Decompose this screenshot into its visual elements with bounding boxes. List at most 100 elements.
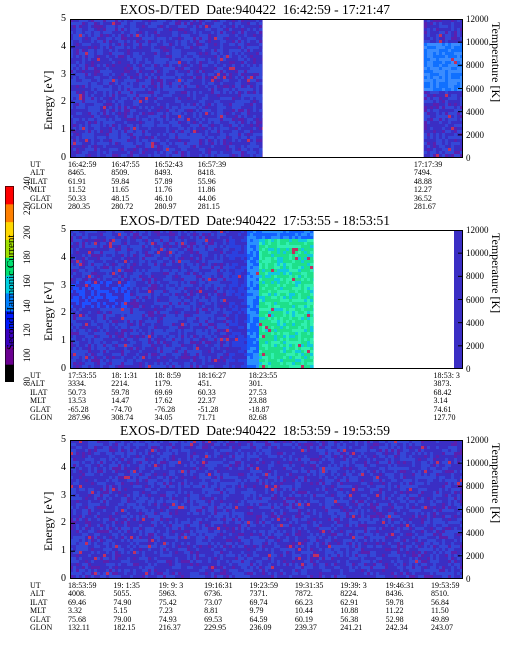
ephemeris-row-labels: UT ALT ILAT MLT GLAT GLON [30,581,53,633]
ephemeris-column: 19:39: 3 8224. 62.91 10.88 56.38 241.21 [340,581,367,633]
panel3-y2label: Temperature [K] [489,443,503,524]
colorbar-tick-label: 220 [22,201,32,215]
colorbar [5,186,14,382]
y2tick-label: 0 [466,574,471,584]
y2tick-label: 2000 [466,340,484,351]
ytick-label: 1 [61,545,66,557]
colorbar-tick-label: 200 [22,225,32,240]
heatmap-cells [70,230,316,369]
y2tick-label: 10000 [466,458,489,469]
ephemeris-column: 18: 1:31 2214. 59.78 14.47 -74.70 308.74 [111,371,138,423]
colorbar-tick-label: 240 [22,176,32,191]
panel1-y2label: Temperature [K] [489,22,503,103]
ytick-label: 1 [61,335,66,347]
colorbar-svg [5,186,14,382]
colorbar-swatch [5,364,14,382]
data-gap [313,230,463,369]
ephemeris-column: 19:31:35 7872. 66.23 10.44 60.19 239.37 [294,581,324,633]
panel3-title: EXOS-D/TED Date:940422 18:53:59 - 19:53:… [120,423,390,438]
ytick-label: 0 [61,363,66,374]
y2tick-label: 10000 [466,37,489,48]
y2tick-label: 4000 [466,527,484,538]
ytick-label: 2 [61,96,66,108]
panel1-heatmap [70,19,463,158]
ephemeris-column: 19:46:31 8436. 59.78 11.22 52.98 242.34 [385,581,415,633]
ephemeris-row-labels: UT ALT ILAT MLT GLAT GLON [30,160,53,212]
ephemeris-column: 17:17:39 7494. 48.88 12.27 36.52 281.67 [413,160,443,212]
ephemeris-row-labels: UT ALT ILAT MLT GLAT GLON [30,371,53,423]
panel3-heatmap-svg [70,440,463,579]
ephemeris-column: 16:57:39 8418. 55.96 11.86 44.06 281.15 [197,160,227,212]
colorbar-tick-label: 140 [22,299,32,313]
colorbar-swatch [5,346,14,365]
y2tick-label: 8000 [466,481,484,492]
colorbar-tick-label: 160 [22,274,32,289]
ytick-label: 2 [61,307,66,319]
y2tick-label: 6000 [466,504,484,515]
y2tick-label: 6000 [466,294,484,305]
y2tick-label: 4000 [466,106,484,117]
ephemeris-column: 19:23:59 7371. 69.74 9.79 64.59 236.09 [249,581,278,633]
ephemeris-column: 16:47:55 8509. 59.84 11.65 48.15 280.72 [111,160,140,212]
y2tick-label: 0 [466,153,471,163]
panel2-heatmap-svg [70,230,463,369]
colorbar-swatch [5,275,14,294]
y2tick-label: 10000 [466,248,489,259]
ytick-label: 4 [61,251,66,263]
ytick-label: 5 [61,224,66,235]
ephemeris-column: 19: 1:35 5055. 74.90 5.15 79.00 182.15 [113,581,140,633]
y2tick-label: 6000 [466,83,484,94]
panel1-title: EXOS-D/TED Date:940422 16:42:59 - 17:21:… [120,2,390,17]
colorbar-swatch [5,221,14,240]
y2tick-label: 2000 [466,550,484,561]
y2tick-label: 12000 [466,225,489,235]
colorbar-frame [5,186,14,382]
colorbar-tick-label: 120 [22,323,32,338]
ephemeris-column: 17:53:55 3334. 50.73 13.53 -65.28 287.96 [68,371,97,423]
ytick-label: 3 [61,489,66,501]
panel2-heatmap [70,230,463,369]
ephemeris-column: 19:53:59 8510. 56.84 11.50 49.89 243.07 [431,581,460,633]
colorbar-swatch [5,292,14,312]
ytick-label: 4 [61,40,66,52]
colorbar-swatch [5,186,14,205]
ytick-label: 5 [61,13,66,24]
data-gap [262,19,424,158]
ephemeris-column: 19:16:31 6736. 73.07 8.81 69.53 229.95 [204,581,233,633]
ytick-label: 5 [61,434,66,445]
ephemeris-column: 18: 8:59 1179. 69.69 17.62 -76.28 34.05 [154,371,181,423]
ytick-label: 0 [61,152,66,163]
panel1-heatmap-svg [70,19,463,158]
ephemeris-column: 18:16:27 451. 60.33 22.37 -51.28 71.71 [197,371,227,423]
colorbar-tick-label: 180 [22,250,32,264]
colorbar-swatch [5,257,14,276]
y2tick-label: 12000 [466,14,489,24]
colorbar-swatch [5,328,14,347]
ephemeris-column: 18:53:59 4008. 69.46 3.32 75.68 132.11 [68,581,97,633]
panel2-title: EXOS-D/TED Date:940422 17:53:55 - 18:53:… [120,213,390,228]
y2tick-label: 12000 [466,435,489,445]
panel2-y2label: Temperature [K] [489,233,503,314]
colorbar-swatch [5,310,14,330]
y2tick-label: 4000 [466,317,484,328]
ephemeris-column: 16:42:59 8465. 61.91 11.52 50.33 280.35 [68,160,97,212]
y2tick-label: 8000 [466,271,484,282]
ytick-label: 4 [61,461,66,473]
ephemeris-column: 18:53: 3 3873. 68.42 3.14 74.61 127.70 [433,371,460,423]
colorbar-swatch [5,239,14,258]
panel3-heatmap [70,440,463,579]
y2tick-label: 0 [466,364,471,374]
ytick-label: 2 [61,517,66,529]
ytick-label: 1 [61,124,66,136]
ytick-label: 3 [61,68,66,80]
y2tick-label: 8000 [466,60,484,71]
y2tick-label: 2000 [466,129,484,140]
colorbar-tick-label: 100 [22,348,32,362]
ephemeris-column: 19: 9: 3 5963. 75.42 7.23 74.93 216.37 [158,581,184,633]
colorbar-label: Second Harmonic Current [5,234,17,350]
ytick-label: 0 [61,573,66,584]
ytick-label: 3 [61,279,66,291]
heatmap-cells [70,19,463,158]
colorbar-swatch [5,203,14,223]
heatmap-cells [70,440,463,579]
